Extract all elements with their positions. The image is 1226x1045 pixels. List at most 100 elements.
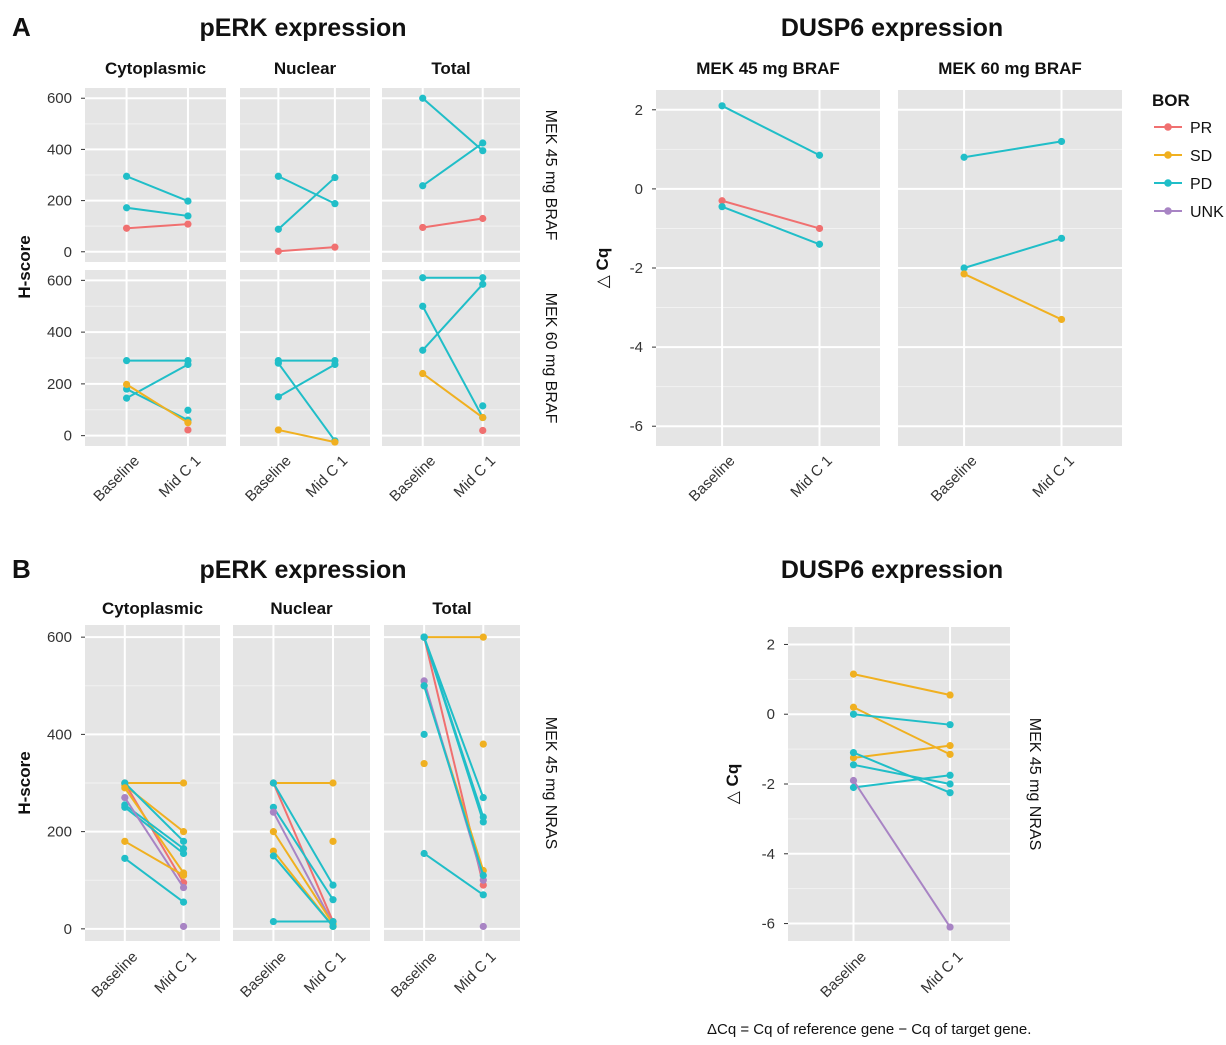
b-dusp6-data-point (849, 754, 858, 762)
b-dusp6-data-point (849, 703, 858, 711)
a-perk-series-line (277, 362, 336, 442)
b-perk-data-point (329, 881, 337, 889)
b-dusp6-series-line (852, 779, 951, 928)
a-dusp6-x-tick-label: Baseline (928, 452, 981, 505)
a-perk-data-point (184, 197, 192, 205)
legend-key-point (1164, 151, 1172, 159)
a-perk-data-point (122, 380, 131, 388)
a-perk-data-point (479, 426, 487, 435)
a-perk-data-point (274, 247, 282, 255)
a-dusp6-y-tick-label: 2 (635, 102, 643, 119)
b-perk-x-tick-label: Mid C 1 (151, 948, 200, 997)
a-dusp6-facet-title: MEK 45 mg BRAF (696, 59, 840, 78)
b-perk-y-tick-label: 600 (47, 629, 72, 646)
a-perk-data-point (122, 172, 131, 180)
b-dusp6-data-point (849, 783, 858, 792)
a-perk-x-tick-label: Baseline (90, 452, 143, 505)
a-dusp6-x-tick-label: Mid C 1 (787, 452, 836, 501)
b-perk-data-point (269, 828, 278, 836)
a-perk-data-point (184, 406, 192, 414)
b-perk-data-point (179, 837, 188, 845)
a-perk-series-line (277, 175, 336, 205)
b-perk-data-point (479, 740, 487, 748)
a-perk-data-point (419, 369, 427, 378)
a-perk-data-point (184, 212, 192, 220)
legend-key-point (1164, 123, 1172, 131)
a-perk-y-tick-label: 600 (47, 90, 72, 107)
a-perk-data-point (122, 204, 131, 212)
a-perk-data-point (479, 280, 487, 288)
b-perk-data-point (420, 759, 428, 768)
b-perk-data-point (179, 883, 188, 892)
b-perk-x-tick-label: Baseline (237, 948, 290, 1001)
legend-label: PR (1190, 120, 1212, 137)
a-perk-y-tick-label: 200 (47, 376, 72, 393)
a-perk-series-line (278, 246, 335, 253)
a-perk-data-point (419, 223, 427, 232)
a-dusp6-data-point (718, 203, 726, 211)
a-dusp6-y-tick-label: 0 (635, 181, 643, 198)
a-perk-x-tick-label: Baseline (386, 452, 439, 505)
b-perk-series-line (423, 636, 485, 798)
a-perk-data-point (184, 419, 192, 427)
b-perk-data-point (479, 871, 487, 879)
b-dusp6-y-tick-label: 0 (767, 706, 775, 723)
a-perk-x-tick-label: Mid C 1 (303, 452, 352, 501)
footnote: ΔCq = Cq of reference gene − Cq of targe… (707, 1021, 1031, 1038)
b-dusp6-title: DUSP6 expression (781, 556, 1003, 584)
b-perk-series-line (272, 855, 334, 928)
b-perk-series-line (124, 840, 185, 877)
a-perk-data-point (479, 139, 487, 147)
b-perk-data-point (479, 793, 487, 802)
b-dusp6-series-line (853, 763, 951, 785)
b-dusp6-data-point (849, 761, 858, 769)
b-perk-data-point (269, 852, 278, 860)
a-perk-data-point (331, 438, 339, 446)
b-perk-x-tick-label: Mid C 1 (451, 948, 500, 997)
a-perk-series-line (421, 305, 484, 419)
b-perk-data-point (121, 793, 129, 802)
legend-label: SD (1190, 148, 1212, 165)
a-dusp6-data-point (960, 264, 968, 272)
b-perk-data-point (420, 849, 428, 858)
b-perk-series-line (124, 857, 185, 903)
a-perk-series-line (278, 428, 336, 444)
a-dusp6-series-line (963, 140, 1062, 159)
a-perk-x-tick-label: Mid C 1 (451, 452, 500, 501)
b-perk-y-tick-label: 400 (47, 726, 72, 743)
a-dusp6-data-point (1057, 315, 1066, 324)
a-perk-data-point (479, 413, 487, 422)
a-dusp6-y-axis-title: △ Cq (593, 248, 612, 288)
a-perk-x-tick-label: Mid C 1 (156, 452, 205, 501)
b-perk-data-point (420, 633, 428, 641)
a-perk-series-line (422, 97, 484, 152)
b-perk-strip-label: MEK 45 mg NRAS (542, 717, 559, 849)
a-perk-data-point (419, 94, 427, 102)
b-perk-data-point (179, 828, 188, 836)
a-perk-data-point (419, 274, 427, 282)
a-perk-series-line (277, 363, 336, 398)
b-perk-y-tick-label: 0 (64, 921, 72, 938)
a-perk-data-point (419, 302, 427, 310)
a-dusp6-series-line (721, 199, 820, 230)
a-dusp6-series-line (721, 205, 820, 246)
b-perk-series-line (272, 806, 334, 901)
b-perk-data-point (479, 818, 487, 826)
b-perk-data-point (121, 803, 129, 811)
b-perk-series-line (272, 831, 334, 925)
b-dusp6-data-point (946, 750, 954, 758)
b-perk-data-point (269, 779, 278, 787)
a-perk-series-line (277, 176, 336, 230)
a-dusp6-series-line (963, 273, 1062, 321)
a-perk-y-axis-title: H-score (15, 235, 34, 298)
b-perk-data-point (479, 633, 487, 641)
a-perk-y-tick-label: 0 (64, 428, 72, 445)
b-dusp6-x-tick-label: Baseline (817, 948, 870, 1001)
b-perk-x-tick-label: Mid C 1 (301, 948, 350, 997)
b-perk-facet-title: Nuclear (270, 599, 333, 618)
legend-key-point (1164, 179, 1172, 187)
b-perk-data-point (479, 891, 487, 899)
a-dusp6-facet-title: MEK 60 mg BRAF (938, 59, 1082, 78)
